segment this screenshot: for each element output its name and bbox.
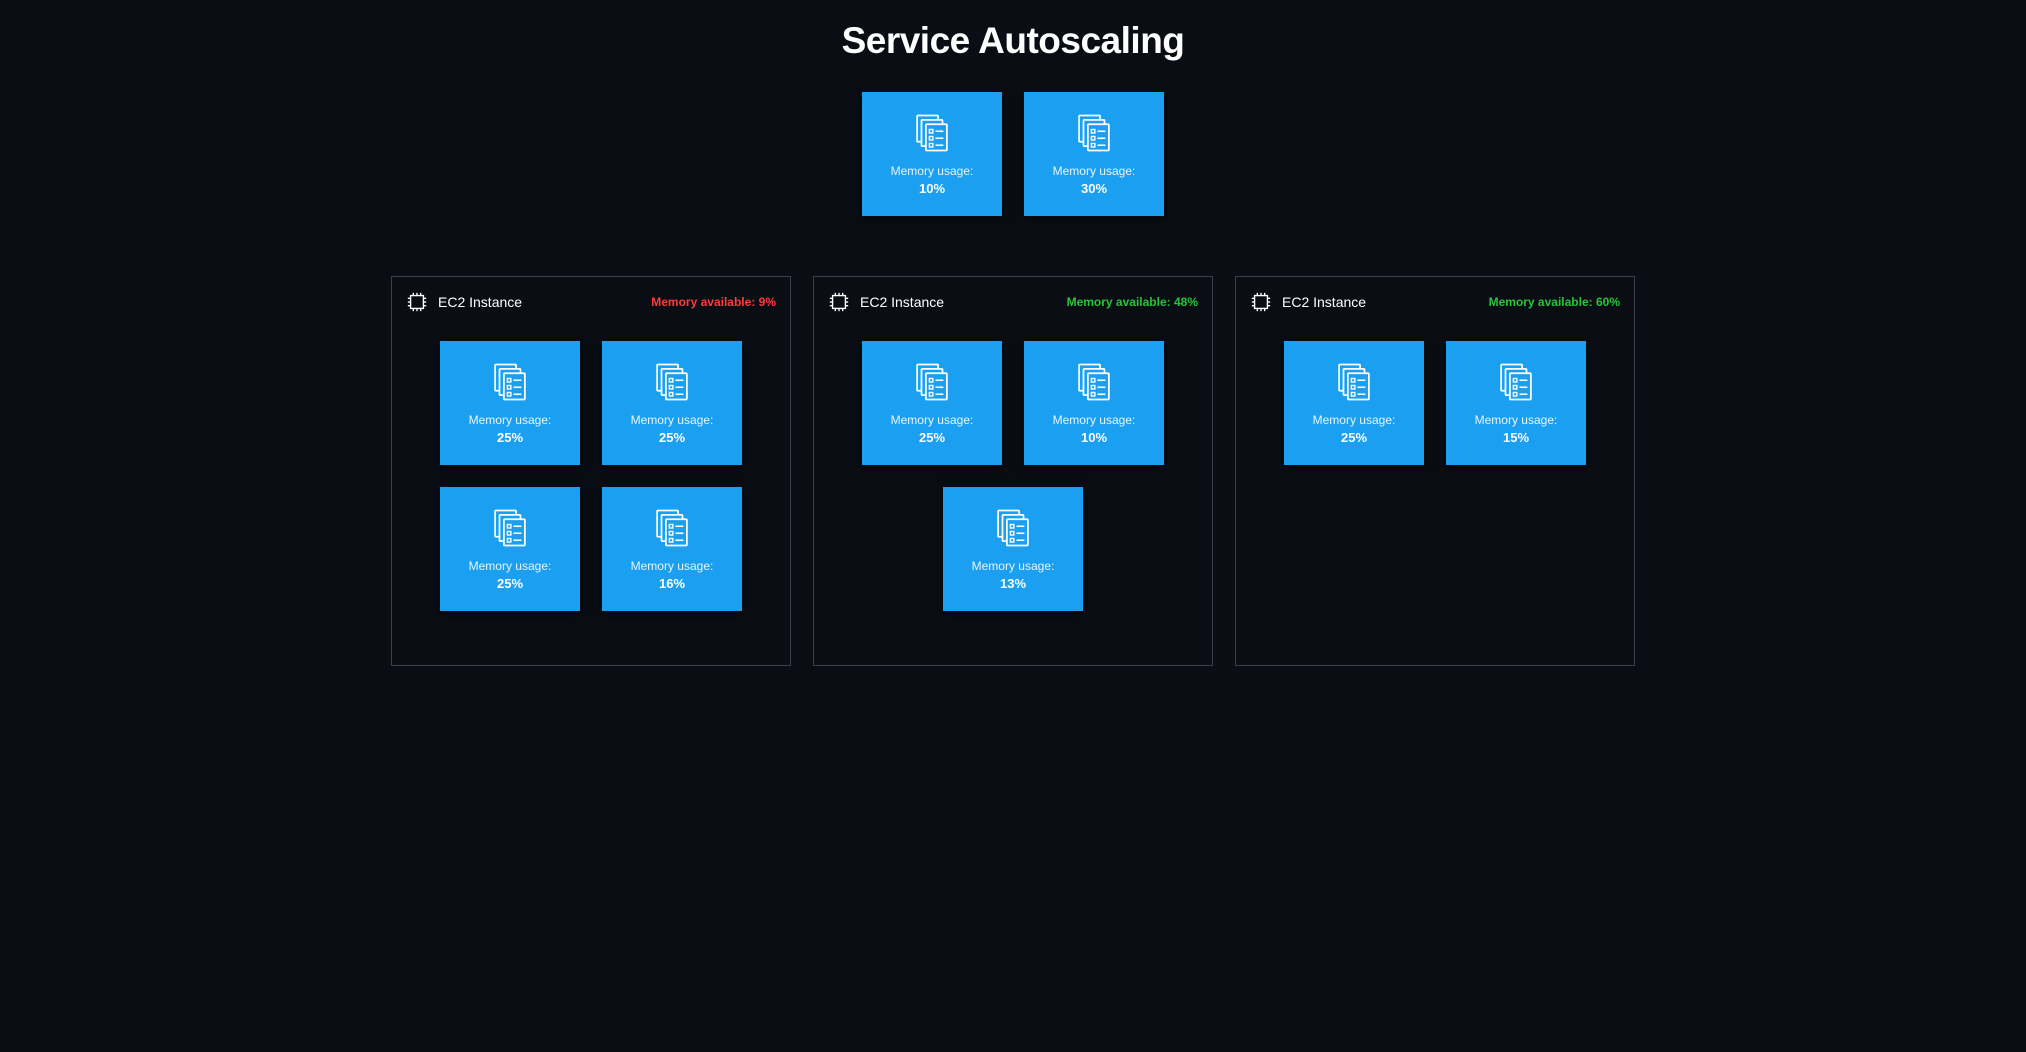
- task-usage-value: 13%: [1000, 576, 1026, 591]
- task-document-icon: [1333, 361, 1375, 403]
- instance-tasks-grid: Memory usage: 25% Memory usage: 10% Memo…: [828, 341, 1198, 611]
- task-document-icon: [992, 507, 1034, 549]
- task-usage-value: 25%: [919, 430, 945, 445]
- task-label: Memory usage:: [1053, 164, 1136, 180]
- task-usage-value: 10%: [1081, 430, 1107, 445]
- instance2-task-card-1: Memory usage: 15%: [1446, 341, 1586, 465]
- instance-title: EC2 Instance: [1282, 294, 1366, 310]
- instance-tasks-grid: Memory usage: 25% Memory usage: 25% Memo…: [406, 341, 776, 611]
- task-label: Memory usage:: [631, 413, 714, 429]
- top-task-row: Memory usage: 10% Memory usage: 30%: [0, 92, 2026, 216]
- instance0-task-card-0: Memory usage: 25%: [440, 341, 580, 465]
- task-label: Memory usage:: [1053, 413, 1136, 429]
- task-usage-value: 10%: [919, 181, 945, 196]
- task-document-icon: [911, 361, 953, 403]
- task-document-icon: [651, 507, 693, 549]
- ec2-instance-box-0: EC2 Instance Memory available: 9% Memory…: [391, 276, 791, 666]
- instance-header: EC2 Instance Memory available: 9%: [406, 291, 776, 313]
- page-title: Service Autoscaling: [0, 20, 2026, 62]
- ec2-chip-icon: [1250, 291, 1272, 313]
- ec2-instance-box-1: EC2 Instance Memory available: 48% Memor…: [813, 276, 1213, 666]
- instance0-task-card-2: Memory usage: 25%: [440, 487, 580, 611]
- instances-row: EC2 Instance Memory available: 9% Memory…: [0, 276, 2026, 666]
- task-label: Memory usage:: [469, 413, 552, 429]
- instance-header-left: EC2 Instance: [828, 291, 944, 313]
- task-document-icon: [1073, 112, 1115, 154]
- memory-available-label: Memory available: 60%: [1489, 295, 1620, 309]
- instance0-task-card-1: Memory usage: 25%: [602, 341, 742, 465]
- instance1-task-card-0: Memory usage: 25%: [862, 341, 1002, 465]
- task-label: Memory usage:: [1475, 413, 1558, 429]
- task-usage-value: 16%: [659, 576, 685, 591]
- task-label: Memory usage:: [972, 559, 1055, 575]
- task-label: Memory usage:: [469, 559, 552, 575]
- task-document-icon: [489, 507, 531, 549]
- instance-header-left: EC2 Instance: [406, 291, 522, 313]
- task-document-icon: [1495, 361, 1537, 403]
- task-document-icon: [911, 112, 953, 154]
- ec2-chip-icon: [406, 291, 428, 313]
- task-document-icon: [651, 361, 693, 403]
- task-document-icon: [1073, 361, 1115, 403]
- instance1-task-card-1: Memory usage: 10%: [1024, 341, 1164, 465]
- task-label: Memory usage:: [891, 164, 974, 180]
- task-usage-value: 25%: [659, 430, 685, 445]
- ec2-instance-box-2: EC2 Instance Memory available: 60% Memor…: [1235, 276, 1635, 666]
- top-task-card-0: Memory usage: 10%: [862, 92, 1002, 216]
- instance-title: EC2 Instance: [860, 294, 944, 310]
- task-label: Memory usage:: [1313, 413, 1396, 429]
- memory-available-value: 60%: [1596, 295, 1620, 309]
- instance-header: EC2 Instance Memory available: 60%: [1250, 291, 1620, 313]
- memory-available-value: 9%: [759, 295, 776, 309]
- memory-available-label: Memory available: 9%: [651, 295, 776, 309]
- memory-available-value: 48%: [1174, 295, 1198, 309]
- task-document-icon: [489, 361, 531, 403]
- ec2-chip-icon: [828, 291, 850, 313]
- task-usage-value: 30%: [1081, 181, 1107, 196]
- task-label: Memory usage:: [631, 559, 714, 575]
- instance1-task-card-2: Memory usage: 13%: [943, 487, 1083, 611]
- instance2-task-card-0: Memory usage: 25%: [1284, 341, 1424, 465]
- top-task-card-1: Memory usage: 30%: [1024, 92, 1164, 216]
- instance-header: EC2 Instance Memory available: 48%: [828, 291, 1198, 313]
- task-usage-value: 25%: [1341, 430, 1367, 445]
- instance-header-left: EC2 Instance: [1250, 291, 1366, 313]
- task-label: Memory usage:: [891, 413, 974, 429]
- instance-tasks-grid: Memory usage: 25% Memory usage: 15%: [1250, 341, 1620, 465]
- task-usage-value: 25%: [497, 430, 523, 445]
- task-usage-value: 15%: [1503, 430, 1529, 445]
- memory-available-label: Memory available: 48%: [1067, 295, 1198, 309]
- task-usage-value: 25%: [497, 576, 523, 591]
- instance0-task-card-3: Memory usage: 16%: [602, 487, 742, 611]
- instance-title: EC2 Instance: [438, 294, 522, 310]
